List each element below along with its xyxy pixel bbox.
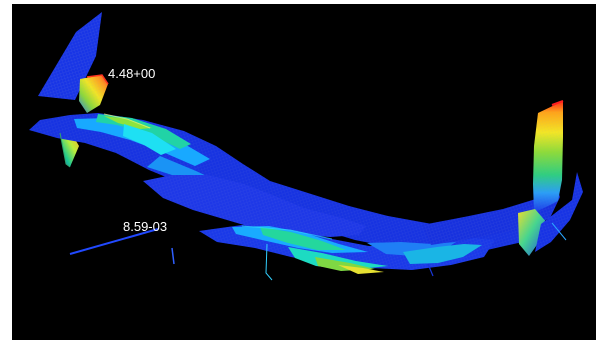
fea-viewport[interactable]: 4.48+00 8.59-03 <box>12 4 596 340</box>
gear-strut-right <box>427 263 434 277</box>
min-value-label: 8.59-03 <box>123 219 168 234</box>
upper-contour-band-4 <box>123 124 176 155</box>
lower-contour-band-3 <box>288 247 388 270</box>
max-value-label: 4.48+00 <box>108 66 156 81</box>
gear-strut-left <box>171 247 175 265</box>
lower-contour-band-5 <box>338 265 384 274</box>
gear-strut-center <box>265 243 273 281</box>
upper-contour-band-3 <box>104 116 152 129</box>
lower-contour-band-6 <box>367 242 456 256</box>
lower-contour-band-2 <box>260 227 346 250</box>
nose-antenna <box>69 228 159 255</box>
aircraft-stress-plot <box>29 12 583 281</box>
lower-contour-band-7 <box>403 244 482 264</box>
lower-contour-band-4 <box>315 257 375 271</box>
